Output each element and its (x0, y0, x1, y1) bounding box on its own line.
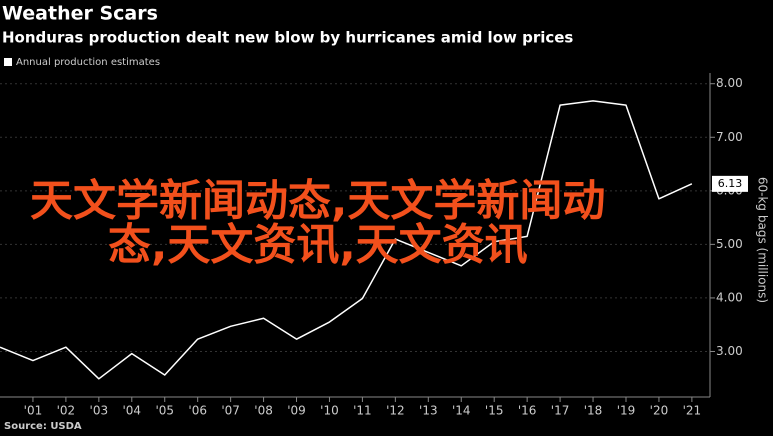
source: Source: USDA (4, 421, 82, 432)
x-tick-label: '20 (650, 404, 669, 418)
x-tick-label: '02 (57, 404, 76, 418)
x-tick-label: '08 (254, 404, 273, 418)
y-tick-label: 4.00 (716, 290, 743, 304)
y-tick-label: 8.00 (716, 76, 743, 90)
x-tick-label: '04 (122, 404, 141, 418)
overlay-text: 天文学新闻动态,天文学新闻动 (30, 177, 605, 227)
x-tick-label: '19 (617, 404, 636, 418)
x-tick-label: '01 (24, 404, 43, 418)
x-tick-label: '11 (353, 404, 372, 418)
legend-label: Annual production estimates (16, 57, 160, 68)
x-tick-label: '18 (584, 404, 603, 418)
y-axis-label: 60-kg bags (millions) (756, 177, 770, 303)
x-tick-label: '14 (452, 404, 471, 418)
y-tick-label: 5.00 (716, 237, 743, 251)
last-value-box (712, 175, 748, 192)
x-tick-label: '07 (221, 404, 240, 418)
x-tick-label: '05 (155, 404, 174, 418)
y-tick-label: 7.00 (716, 130, 743, 144)
overlay-text: 态,天文资讯,天文资讯 (108, 221, 528, 271)
line (0, 100, 693, 380)
x-tick-label: '17 (551, 404, 570, 418)
x-tick-label: '03 (90, 404, 109, 418)
x-tick-label: '12 (386, 404, 405, 418)
x-tick-label: '21 (683, 404, 702, 418)
chart-subtitle: Honduras production dealt new blow by hu… (2, 29, 573, 47)
x-tick-label: '09 (287, 404, 306, 418)
last-value-label: 6.13 (718, 177, 743, 190)
y-tick-label: 3.00 (716, 344, 743, 358)
x-tick-label: '16 (518, 404, 537, 418)
chart-title: Weather Scars (2, 3, 158, 25)
x-tick-label: '15 (485, 404, 504, 418)
x-tick-label: '06 (188, 404, 207, 418)
legend-swatch (4, 58, 12, 66)
x-tick-label: '10 (320, 404, 339, 418)
x-tick-label: '13 (419, 404, 438, 418)
